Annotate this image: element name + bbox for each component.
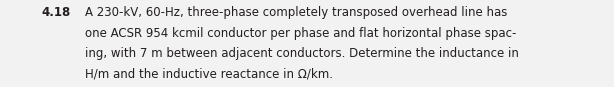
- Text: H/m and the inductive reactance in Ω/km.: H/m and the inductive reactance in Ω/km.: [85, 67, 333, 80]
- Text: ing, with 7 m between adjacent conductors. Determine the inductance in: ing, with 7 m between adjacent conductor…: [85, 47, 519, 60]
- Text: one ACSR 954 kcmil conductor per phase and flat horizontal phase spac-: one ACSR 954 kcmil conductor per phase a…: [85, 27, 516, 39]
- Text: A 230-kV, 60-Hz, three-phase completely transposed overhead line has: A 230-kV, 60-Hz, three-phase completely …: [85, 6, 507, 19]
- Text: 4.18: 4.18: [42, 6, 71, 19]
